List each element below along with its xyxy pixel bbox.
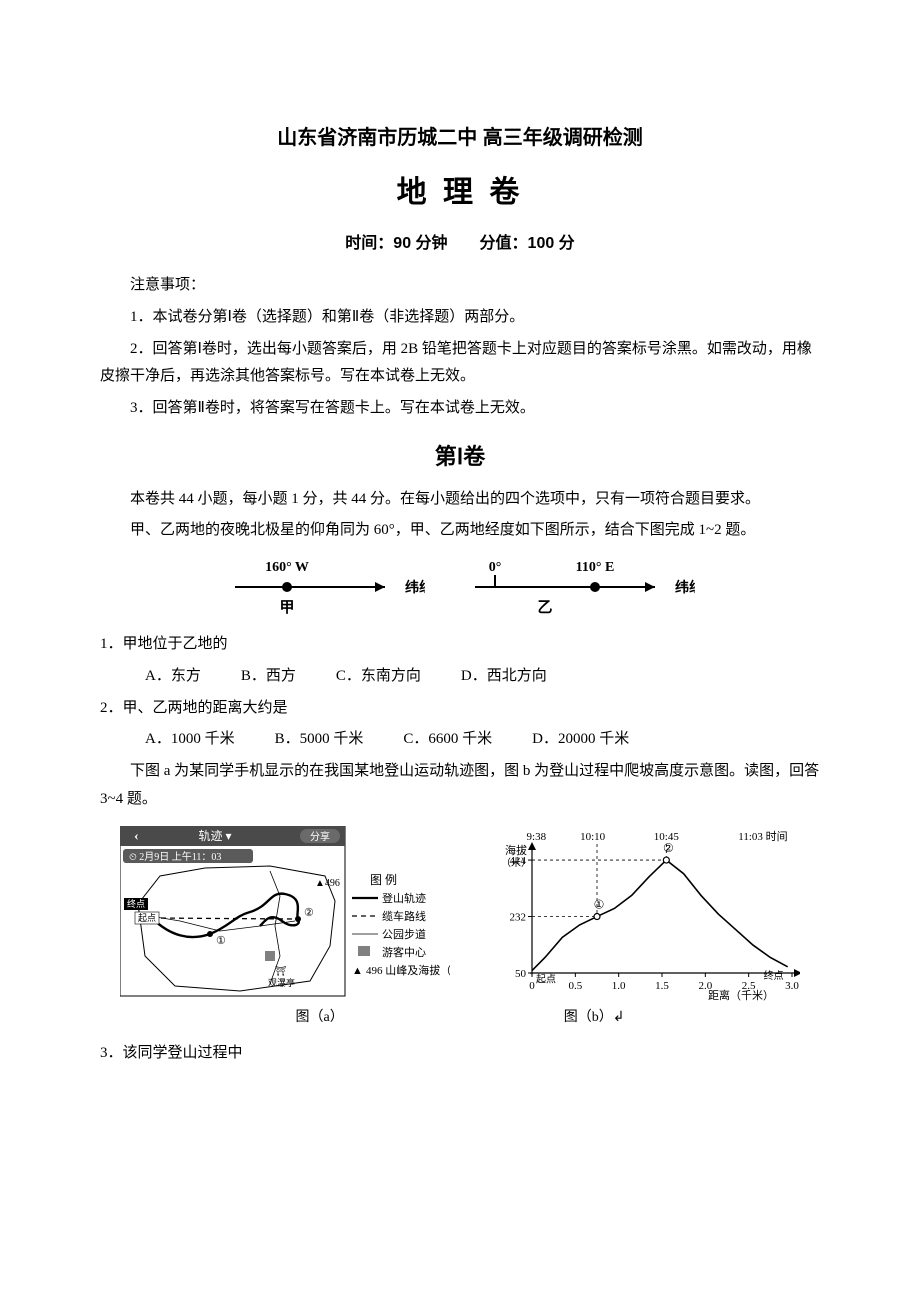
fig-a: ‹ 轨迹 ▾ 分享 ⏲ 2月9日 上午11：03 ① ② ▲496 起点 终点 … <box>120 826 450 1001</box>
title-timescore: 时间：90 分钟 分值：100 分 <box>100 229 820 259</box>
notes-heading: 注意事项： <box>100 272 820 300</box>
q2-b: B．5000 千米 <box>275 726 364 754</box>
legend-trail: 登山轨迹 <box>382 891 426 905</box>
fig1-left: 160° W 纬线 甲 <box>225 557 425 627</box>
figure-latlines: 160° W 纬线 甲 0° 110° E 纬线 乙 <box>100 557 820 627</box>
svg-text:海拔: 海拔 <box>505 843 527 857</box>
notes-3: 3．回答第Ⅱ卷时，将答案写在答题卡上。写在本试卷上无效。 <box>100 395 820 423</box>
q3-stem: 3．该同学登山过程中 <box>100 1040 820 1068</box>
fig-a-mark2: ② <box>304 907 314 919</box>
fig1-zero: 0° <box>489 560 502 575</box>
legend-visitor: 游客中心 <box>382 945 426 959</box>
svg-text:50: 50 <box>515 968 527 980</box>
svg-text:0.5: 0.5 <box>568 980 582 992</box>
fig-b: 50232414海拔（米）00.51.01.52.02.53.0距离（千米）9:… <box>490 826 800 1001</box>
notes-1: 1．本试卷分第Ⅰ卷（选择题）和第Ⅱ卷（非选择题）两部分。 <box>100 304 820 332</box>
fig1-left-latlabel: 纬线 <box>405 579 425 596</box>
fig-a-timestamp: ⏲ 2月9日 上午11：03 <box>129 850 221 863</box>
fig-a-back-icon: ‹ <box>134 829 139 844</box>
svg-text:232: 232 <box>510 911 527 923</box>
fig-a-mark1: ① <box>216 935 226 947</box>
q1-a: A．东方 <box>145 663 201 691</box>
q2-options: A．1000 千米 B．5000 千米 C．6600 千米 D．20000 千米 <box>100 726 820 754</box>
fig1-right-lon: 110° E <box>576 560 615 575</box>
legend-title: 图 例 <box>370 873 397 887</box>
svg-text:①: ① <box>594 897 605 911</box>
svg-text:终点: 终点 <box>764 968 784 981</box>
q1-options: A．东方 B．西方 C．东南方向 D．西北方向 <box>100 663 820 691</box>
svg-text:10:10: 10:10 <box>580 831 606 843</box>
legend-cable: 缆车路线 <box>382 909 426 923</box>
q2-a: A．1000 千米 <box>145 726 235 754</box>
svg-text:距离（千米）: 距离（千米） <box>708 988 774 1001</box>
q1-d: D．西北方向 <box>461 663 547 691</box>
fig-a-peak: ▲496 <box>315 878 340 889</box>
svg-text:起点: 起点 <box>536 973 556 985</box>
cap-a: 图（a） <box>296 1005 344 1031</box>
q2-stem: 2．甲、乙两地的距离大约是 <box>100 695 820 723</box>
q2-c: C．6600 千米 <box>403 726 492 754</box>
svg-text:②: ② <box>663 841 674 855</box>
cap-b: 图（b）↲ <box>564 1005 625 1031</box>
fig1-right-latlabel: 纬线 <box>675 579 695 596</box>
fig-a-start: 起点 <box>138 913 156 923</box>
title-subject: 地 理 卷 <box>100 165 820 221</box>
q1-b: B．西方 <box>241 663 296 691</box>
q2-d: D．20000 千米 <box>532 726 629 754</box>
fig-a-title: 轨迹 ▾ <box>198 829 231 843</box>
figure-ab: ‹ 轨迹 ▾ 分享 ⏲ 2月9日 上午11：03 ① ② ▲496 起点 终点 … <box>100 826 820 1001</box>
svg-text:0: 0 <box>529 980 535 992</box>
figure-captions: 图（a） 图（b）↲ <box>100 1005 820 1031</box>
svg-text:1.5: 1.5 <box>655 980 669 992</box>
legend-peak: 496 山峰及海拔（米） <box>366 963 450 977</box>
fig1-yi: 乙 <box>537 600 552 616</box>
preface-q34: 下图 a 为某同学手机显示的在我国某地登山运动轨迹图，图 b 为登山过程中爬坡高… <box>100 758 820 814</box>
svg-text:（米）: （米） <box>501 856 531 869</box>
legend-peak-icon: ▲ <box>352 965 363 977</box>
fig-a-pavilion: 观瀑亭 <box>268 977 295 988</box>
svg-text:11:03 时间: 11:03 时间 <box>738 830 787 843</box>
svg-text:9:38: 9:38 <box>527 831 547 843</box>
section1-intro: 本卷共 44 小题，每小题 1 分，共 44 分。在每小题给出的四个选项中，只有… <box>100 486 820 514</box>
notes-2: 2．回答第Ⅰ卷时，选出每小题答案后，用 2B 铅笔把答题卡上对应题目的答案标号涂… <box>100 336 820 392</box>
fig-a-pavilion-icon: ⛩ <box>275 966 286 976</box>
fig-a-share: 分享 <box>310 830 330 843</box>
svg-text:3.0: 3.0 <box>785 980 799 992</box>
preface-q12: 甲、乙两地的夜晚北极星的仰角同为 60°，甲、乙两地经度如下图所示，结合下图完成… <box>100 517 820 545</box>
fig1-jia: 甲 <box>279 599 294 616</box>
svg-text:1.0: 1.0 <box>612 980 626 992</box>
legend-path: 公园步道 <box>382 927 426 941</box>
q1-stem: 1．甲地位于乙地的 <box>100 631 820 659</box>
title-school: 山东省济南市历城二中 高三年级调研检测 <box>100 120 820 157</box>
fig1-left-lon: 160° W <box>265 560 309 575</box>
q1-c: C．东南方向 <box>336 663 421 691</box>
fig1-right: 0° 110° E 纬线 乙 <box>465 557 695 627</box>
fig-a-end: 终点 <box>127 898 145 909</box>
section1-heading: 第Ⅰ卷 <box>100 437 820 478</box>
